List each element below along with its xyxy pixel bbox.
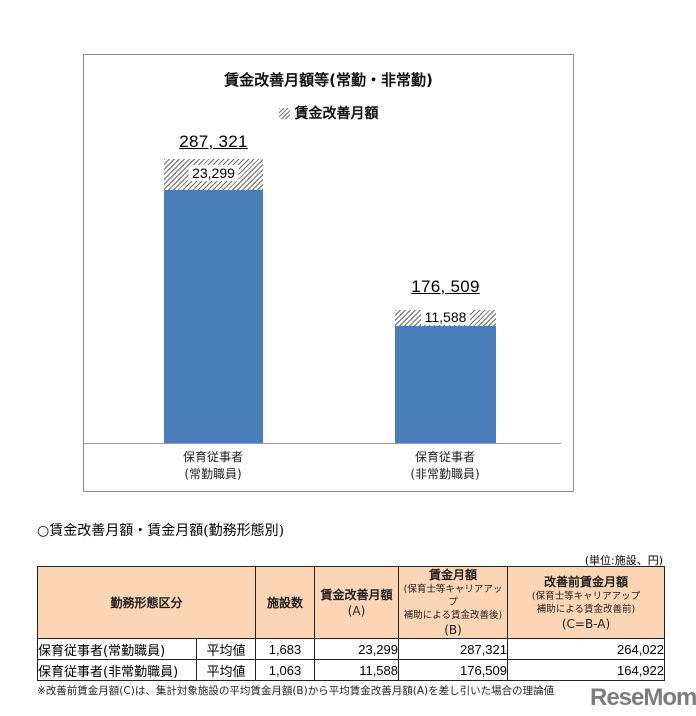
wage-table: 勤務形態区分 施設数 賃金改善月額 (A) 賃金月額 (保育士等キャリアアップ … (37, 566, 665, 681)
category-line2: (常勤職員) (184, 467, 242, 481)
header-category: 勤務形態区分 (37, 566, 256, 639)
bar-base-segment (395, 326, 496, 443)
header-a-sub: (A) (347, 603, 366, 618)
section-title: ○賃金改善月額・賃金月額(勤務形態別) (37, 523, 285, 539)
bar-fulltime: 23,299 287, 321 (164, 132, 263, 443)
improvement-label: 11,588 (420, 309, 471, 325)
header-a-main: 賃金改善月額 (320, 587, 393, 602)
category-line2: (非常勤職員) (410, 467, 480, 481)
resemom-logo: ReseMom (590, 684, 696, 711)
chart-legend: 賃金改善月額 (84, 103, 573, 123)
header-facilities: 施設数 (255, 566, 315, 639)
row-category: 保育従事者(非常勤職員) (37, 659, 197, 681)
row-b: 287,321 (398, 638, 508, 660)
header-c-sub: (C=B-A) (561, 616, 611, 631)
x-axis-line (83, 443, 561, 444)
row-c: 264,022 (507, 638, 665, 660)
row-b: 176,509 (398, 659, 508, 681)
category-line1: 保育従事者 (182, 450, 243, 464)
header-c-note1: (保育士等キャリアアップ (531, 590, 641, 602)
table-header-row: 勤務形態区分 施設数 賃金改善月額 (A) 賃金月額 (保育士等キャリアアップ … (37, 566, 665, 639)
table-row: 保育従事者(非常勤職員) 平均値 1,063 11,588 176,509 16… (37, 659, 665, 681)
header-c-note2: 補助による賃金改善前) (536, 603, 636, 615)
header-c-main: 改善前賃金月額 (543, 574, 628, 589)
row-category: 保育従事者(常勤職員) (37, 638, 197, 660)
bar-improvement-segment: 23,299 (164, 159, 263, 190)
hatch-swatch-icon (278, 108, 290, 119)
row-facilities: 1,063 (255, 659, 315, 681)
bar-parttime: 11,588 176, 509 (395, 277, 496, 443)
total-label: 176, 509 (411, 277, 480, 296)
bar-base-segment (164, 190, 263, 443)
row-stat: 平均値 (196, 638, 256, 660)
chart-container: 賃金改善月額等(常勤・非常勤) 賃金改善月額 (83, 54, 574, 492)
x-category-fulltime: 保育従事者 (常勤職員) (143, 449, 283, 483)
header-c: 改善前賃金月額 (保育士等キャリアアップ 補助による賃金改善前) (C=B-A) (507, 566, 665, 639)
row-c: 164,922 (507, 659, 665, 681)
header-b: 賃金月額 (保育士等キャリアアップ 補助による賃金改善後) (B) (398, 566, 508, 639)
header-b-main: 賃金月額 (428, 568, 477, 582)
row-facilities: 1,683 (255, 638, 315, 660)
bar-improvement-segment: 11,588 (395, 309, 496, 326)
header-a: 賃金改善月額 (A) (314, 566, 399, 639)
x-category-parttime: 保育従事者 (非常勤職員) (375, 449, 515, 483)
total-label: 287, 321 (179, 132, 248, 151)
row-stat: 平均値 (196, 659, 256, 681)
table-row: 保育従事者(常勤職員) 平均値 1,683 23,299 287,321 264… (37, 638, 665, 660)
row-a: 23,299 (314, 638, 399, 660)
footnote: ※改善前賃金月額(C)は、集計対象施設の平均賃金月額(B)から平均賃金改善月額(… (37, 685, 555, 697)
header-b-note2: 補助による賃金改善後) (403, 610, 503, 621)
unit-label: (単位:施設、円) (584, 554, 663, 567)
legend-label: 賃金改善月額 (294, 106, 379, 122)
improvement-label: 23,299 (188, 165, 239, 181)
row-a: 11,588 (314, 659, 399, 681)
header-b-sub: (B) (444, 623, 462, 637)
chart-title: 賃金改善月額等(常勤・非常勤) (224, 71, 433, 89)
category-line1: 保育従事者 (414, 450, 475, 464)
header-b-note1: (保育士等キャリアアップ (403, 584, 503, 608)
